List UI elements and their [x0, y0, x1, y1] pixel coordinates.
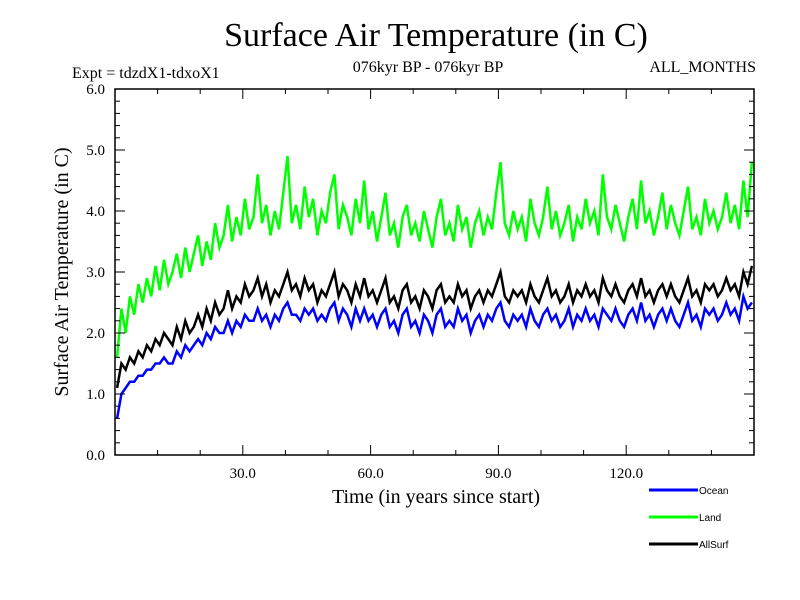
y-tick-label: 0.0 — [86, 448, 105, 464]
period-label: 076kyr BP - 076kyr BP — [353, 59, 504, 76]
experiment-label: Expt = tdzdX1-tdxoX1 — [72, 65, 220, 82]
axis-ticks — [115, 89, 754, 455]
y-tick-labels: 0.0 1.0 2.0 3.0 4.0 5.0 6.0 — [86, 82, 105, 464]
x-tick-labels: 30.0 60.0 90.0 120.0 — [230, 466, 643, 482]
series-layer — [115, 155, 754, 419]
y-axis-label: Surface Air Temperature (in C) — [51, 147, 73, 396]
x-tick-label: 90.0 — [485, 466, 511, 482]
y-tick-label: 1.0 — [86, 387, 105, 403]
x-tick-label: 120.0 — [609, 466, 643, 482]
months-label: ALL_MONTHS — [649, 59, 756, 76]
x-tick-label: 30.0 — [230, 466, 256, 482]
legend-item-ocean: Ocean — [649, 486, 728, 497]
legend-label: Land — [699, 513, 721, 524]
x-tick-label: 60.0 — [357, 466, 383, 482]
legend-item-allsurf: AllSurf — [649, 540, 729, 551]
y-tick-label: 2.0 — [86, 326, 105, 342]
y-tick-label: 4.0 — [86, 204, 105, 220]
x-axis-label: Time (in years since start) — [332, 486, 540, 508]
series-line-land — [115, 155, 754, 358]
series-line-ocean — [115, 291, 753, 419]
legend-label: Ocean — [699, 486, 728, 497]
y-tick-label: 3.0 — [86, 265, 105, 281]
legend-label: AllSurf — [699, 540, 729, 551]
y-tick-label: 5.0 — [86, 143, 105, 159]
legend-item-land: Land — [649, 513, 721, 524]
y-tick-label: 6.0 — [86, 82, 105, 98]
legend: Ocean Land AllSurf — [649, 486, 729, 551]
chart-title: Surface Air Temperature (in C) — [224, 17, 648, 54]
series-line-allsurf — [115, 265, 754, 389]
